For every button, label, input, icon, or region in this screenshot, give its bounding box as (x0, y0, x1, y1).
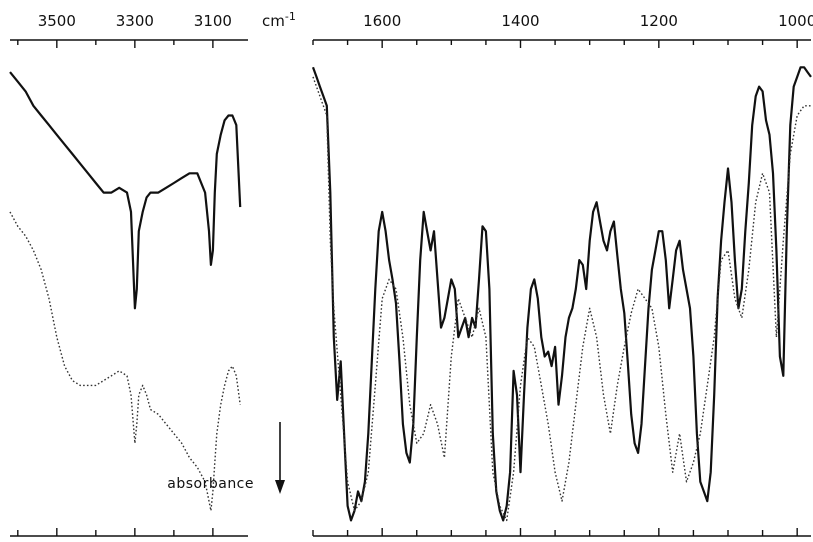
left-tick-label: 3100 (194, 12, 232, 30)
left-tick-label: 3500 (38, 12, 76, 30)
right-solid-spectrum-line (311, 66, 812, 522)
left-ticks (17, 40, 214, 536)
left-panel: 3500 3300 3100 (9, 12, 248, 537)
right-ticks (312, 40, 798, 536)
left-dotted-spectrum-line (9, 211, 241, 512)
right-tick-label: 1000 (778, 12, 813, 30)
right-tick-labels: 1600 1400 1200 1000 (363, 12, 813, 30)
unit-label-exponent: -1 (285, 10, 296, 23)
unit-label-base: cm (262, 12, 285, 30)
right-tick-label: 1600 (363, 12, 401, 30)
absorbance-label: absorbance (167, 476, 254, 492)
right-dotted-spectrum-line (312, 76, 811, 522)
right-series (311, 66, 812, 522)
right-tick-label: 1200 (640, 12, 678, 30)
right-tick-label: 1400 (501, 12, 539, 30)
left-solid-spectrum-line (9, 71, 242, 310)
left-tick-labels: 3500 3300 3100 (38, 12, 232, 30)
unit-label: cm-1 (262, 10, 296, 30)
left-series (9, 71, 242, 512)
right-panel: 1600 1400 1200 1000 (311, 12, 813, 537)
left-tick-label: 3300 (116, 12, 154, 30)
absorbance-arrow-head (275, 480, 285, 494)
